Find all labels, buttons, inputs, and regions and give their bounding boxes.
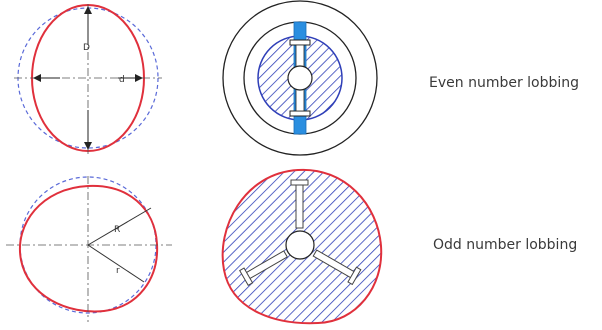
odd-lobbing-bearing-diagram xyxy=(221,168,383,325)
label-minor-radius: r xyxy=(116,266,120,276)
slot-top-cap xyxy=(290,179,309,186)
odd-lobbing-profile-diagram: R r xyxy=(6,176,172,322)
caption-odd-lobbing: Odd number lobbing xyxy=(433,237,578,253)
slot-lower-left-group xyxy=(312,249,362,286)
radial-slots xyxy=(239,179,362,286)
bolt-top xyxy=(289,39,311,46)
shaft-hole xyxy=(285,230,315,260)
odd-lobed-profile xyxy=(18,184,159,313)
slot-lower-left-cap xyxy=(347,266,362,286)
even-lobbing-bearing-diagram xyxy=(222,0,378,156)
bolt-bottom xyxy=(289,110,311,117)
even-lobbing-profile-diagram: D d xyxy=(14,4,162,154)
slot-top xyxy=(295,183,304,229)
shaft-hole xyxy=(287,65,313,91)
label-major-radius: R xyxy=(114,225,120,235)
slot-lower-right-cap xyxy=(239,267,254,286)
caption-even-lobbing: Even number lobbing xyxy=(429,75,580,91)
slot-lower-right-group xyxy=(239,250,288,286)
major-radius-line xyxy=(87,207,152,246)
minor-radius-line xyxy=(87,244,145,283)
label-minor-diameter: d xyxy=(119,75,125,85)
label-major-diameter: D xyxy=(83,43,90,53)
